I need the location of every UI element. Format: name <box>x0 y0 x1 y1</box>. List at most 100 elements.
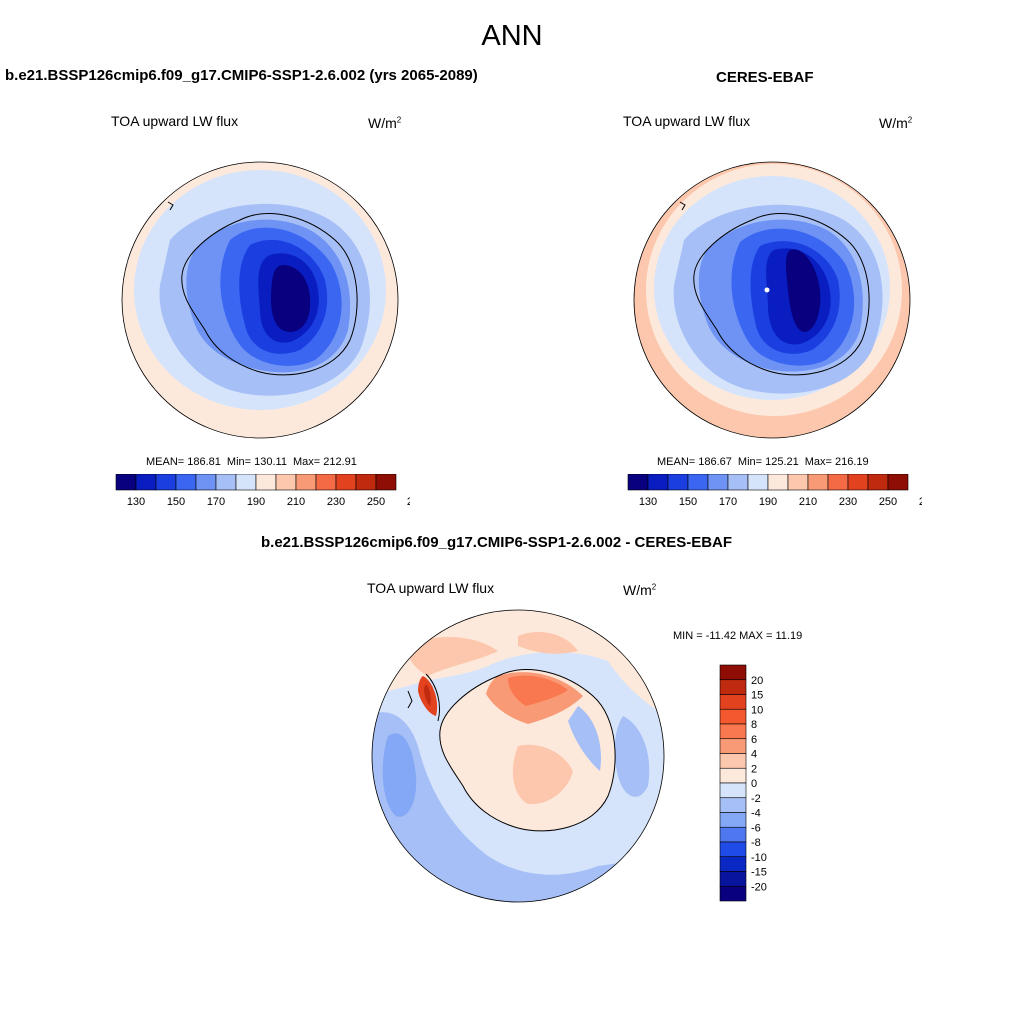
panel1-colorbar-label: 230 <box>327 496 345 508</box>
panel1-colorbar-labels: 130 150 170 190 210 230 250 270 <box>127 496 410 508</box>
panel3-colorbar-label: -8 <box>751 837 761 849</box>
panel2-colorbar-box <box>747 474 769 491</box>
panel2-colorbar-box <box>667 474 689 491</box>
panel3-colorbar-label: -4 <box>751 808 761 820</box>
panel1-map <box>121 161 399 439</box>
panel2-max: Max= 216.19 <box>804 456 869 468</box>
panel3-colorbar-box <box>719 841 747 858</box>
panel2-colorbar-label: 150 <box>679 496 697 508</box>
panel2-colorbar-box <box>787 474 809 491</box>
panel1-max: Max= 212.91 <box>292 456 357 468</box>
panel1-colorbar-box <box>315 474 337 491</box>
panel3-title: b.e21.BSSP126cmip6.f09_g17.CMIP6-SSP1-2.… <box>261 534 733 551</box>
panel1-colorbar-box <box>355 474 377 491</box>
panel1-colorbar-box <box>275 474 297 491</box>
panel3-colorbar-box <box>719 753 747 769</box>
panel3-colorbar-box <box>719 826 747 843</box>
panel2-colorbar-label: 270 <box>919 496 922 508</box>
panel3-colorbar-box <box>719 679 747 695</box>
panel2-colorbar-label: 130 <box>639 496 657 508</box>
panel1-variable: TOA upward LW flux <box>111 113 239 129</box>
panel3-variable: TOA upward LW flux <box>367 580 495 596</box>
panel3-colorbar-label: -15 <box>751 867 767 879</box>
panel2-title: CERES-EBAF <box>716 69 814 86</box>
panel3-colorbar-box <box>719 871 747 887</box>
panel2-colorbar-box <box>887 474 909 491</box>
panel2-colorbar-labels: 130 150 170 190 210 230 250 270 <box>639 496 922 508</box>
panel1-colorbar-box <box>375 474 397 491</box>
panel2-map <box>633 161 911 439</box>
panel2-colorbar-box <box>847 474 869 491</box>
panel1-colorbar-box <box>215 474 237 491</box>
panel3-colorbar-box <box>719 767 747 784</box>
panel1-title: b.e21.BSSP126cmip6.f09_g17.CMIP6-SSP1-2.… <box>5 67 478 84</box>
panel3-colorbar-label: -20 <box>751 881 767 893</box>
panel2-colorbar-box <box>627 474 649 491</box>
panel3-colorbar-box <box>719 738 747 754</box>
panel1-colorbar-box <box>135 474 157 491</box>
panel1-colorbar-label: 270 <box>407 496 410 508</box>
panel3-colorbar-box <box>719 812 747 828</box>
panel2-colorbar-boxes <box>627 474 909 491</box>
panel1-colorbar-label: 130 <box>127 496 145 508</box>
panel1-min: Min= 130.11 <box>226 456 287 468</box>
panel2-colorbar-box <box>827 474 849 491</box>
panel3-colorbar-label: -6 <box>751 822 761 834</box>
panel3-colorbar-box <box>719 694 747 710</box>
panel2-colorbar-label: 250 <box>879 496 897 508</box>
panel1-colorbar-label: 170 <box>207 496 225 508</box>
panel1-colorbar-box <box>295 474 317 491</box>
panel1-colorbar-label: 190 <box>247 496 265 508</box>
panel2-colorbar-label: 170 <box>719 496 737 508</box>
panel2-colorbar-box <box>727 474 749 491</box>
panel1-colorbar: 130 150 170 190 210 230 250 270 <box>115 474 410 508</box>
panel2-units: W/m2 <box>879 115 913 131</box>
panel1-colorbar-label: 250 <box>367 496 385 508</box>
panel2-colorbar: 130 150 170 190 210 230 250 270 <box>627 474 922 508</box>
panel2-colorbar-box <box>867 474 889 491</box>
panel2-colorbar-label: 210 <box>799 496 817 508</box>
panel1-colorbar-box <box>115 474 137 491</box>
panel2-colorbar-label: 190 <box>759 496 777 508</box>
panel2-colorbar-box <box>687 474 709 491</box>
panel2-colorbar-label: 230 <box>839 496 857 508</box>
panel2-variable: TOA upward LW flux <box>623 113 751 129</box>
panel3-colorbar-label: 2 <box>751 763 757 775</box>
panel3-colorbar-label: 10 <box>751 704 763 716</box>
panel3-colorbar-box <box>719 797 747 813</box>
panel1-units: W/m2 <box>368 115 402 131</box>
panel3-colorbar-boxes <box>719 664 747 902</box>
panel3-colorbar-label: -2 <box>751 793 761 805</box>
panel2-colorbar-box <box>647 474 669 491</box>
panel3-colorbar-label: 4 <box>751 749 757 761</box>
panel3-minmax: MIN = -11.42 MAX = 11.19 <box>673 630 803 642</box>
panel1-colorbar-label: 210 <box>287 496 305 508</box>
panel3-colorbar-label: 8 <box>751 719 757 731</box>
panel1-colorbar-box <box>235 474 257 491</box>
panel3-colorbar-label: 0 <box>751 778 757 790</box>
panel3-colorbar-box <box>719 708 747 725</box>
panel3-colorbar-label: 20 <box>751 675 763 687</box>
panel1-colorbar-box <box>255 474 277 491</box>
panel3-colorbar-box <box>719 723 747 740</box>
panel2-min: Min= 125.21 <box>737 456 799 468</box>
panel2-stats: MEAN= 186.67 Min= 125.21 Max= 216.19 <box>657 456 875 468</box>
main-title: ANN <box>481 20 543 52</box>
panel3-colorbar-label: -10 <box>751 852 767 864</box>
panel1-colorbar-label: 150 <box>167 496 185 508</box>
panel1-colorbar-box <box>175 474 197 491</box>
panel3-colorbar-label: 15 <box>751 690 763 702</box>
panel1-colorbar-box <box>155 474 177 491</box>
panel3-map <box>371 609 665 903</box>
panel3-colorbar-box <box>719 885 747 902</box>
panel2-mean: MEAN= 186.67 <box>657 456 732 468</box>
panel2-colorbar-box <box>707 474 729 491</box>
panel3-colorbar-label: 6 <box>751 734 757 746</box>
panel1-stats: MEAN= 186.81 Min= 130.11 Max= 212.91 <box>146 456 363 468</box>
panel3-colorbar-box <box>719 856 747 872</box>
panel3-colorbar-box <box>719 782 747 799</box>
panel1-colorbar-box <box>335 474 357 491</box>
panel1-colorbar-boxes <box>115 474 397 491</box>
